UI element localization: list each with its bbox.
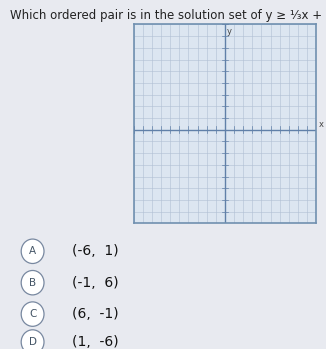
- Text: (1,  -6): (1, -6): [72, 335, 118, 349]
- Text: (-1,  6): (-1, 6): [72, 276, 118, 290]
- Text: (-6,  1): (-6, 1): [72, 244, 118, 258]
- Text: y: y: [227, 27, 232, 36]
- Text: (6,  -1): (6, -1): [72, 307, 118, 321]
- Text: C: C: [29, 309, 36, 319]
- Text: B: B: [29, 278, 36, 288]
- Text: A: A: [29, 246, 36, 256]
- Text: Which ordered pair is in the solution set of y ≥ ¹⁄₃x + 4?: Which ordered pair is in the solution se…: [10, 9, 326, 22]
- Text: D: D: [29, 337, 37, 347]
- Text: x: x: [319, 120, 324, 128]
